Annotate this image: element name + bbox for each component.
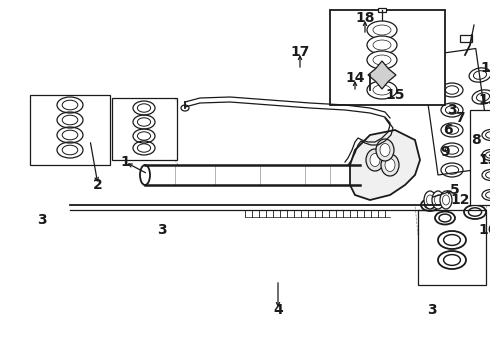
Bar — [460, 35, 472, 42]
Ellipse shape — [367, 51, 397, 69]
Text: 14: 14 — [345, 71, 365, 85]
Ellipse shape — [442, 195, 449, 205]
Ellipse shape — [385, 158, 395, 171]
Ellipse shape — [380, 144, 390, 157]
Text: 10: 10 — [480, 61, 490, 75]
Ellipse shape — [426, 195, 434, 205]
Ellipse shape — [435, 195, 441, 205]
Ellipse shape — [373, 55, 391, 65]
Bar — [330, 10, 445, 105]
Bar — [112, 98, 177, 160]
Ellipse shape — [424, 191, 436, 209]
Text: 1: 1 — [120, 155, 130, 169]
Text: 11: 11 — [478, 93, 490, 107]
Text: 9: 9 — [440, 145, 450, 159]
Ellipse shape — [367, 21, 397, 39]
Text: 3: 3 — [157, 223, 167, 237]
Polygon shape — [350, 130, 420, 200]
Bar — [30, 95, 110, 165]
Ellipse shape — [367, 87, 373, 93]
Ellipse shape — [366, 149, 384, 171]
Text: 3: 3 — [427, 303, 437, 317]
Text: 3: 3 — [447, 103, 457, 117]
Text: 16: 16 — [478, 223, 490, 237]
Ellipse shape — [373, 40, 391, 50]
Ellipse shape — [140, 165, 150, 185]
Text: 2: 2 — [93, 178, 103, 192]
Ellipse shape — [381, 154, 399, 176]
Text: 7: 7 — [455, 111, 465, 125]
Ellipse shape — [440, 191, 452, 209]
Text: 8: 8 — [471, 133, 481, 147]
Ellipse shape — [373, 25, 391, 35]
Ellipse shape — [354, 164, 366, 186]
Text: 6: 6 — [443, 123, 453, 137]
Text: 17: 17 — [290, 45, 310, 59]
Text: 5: 5 — [450, 183, 460, 197]
Ellipse shape — [376, 139, 394, 161]
Bar — [470, 110, 490, 205]
Text: 13: 13 — [478, 153, 490, 167]
Text: 12: 12 — [450, 193, 470, 207]
Ellipse shape — [367, 36, 397, 54]
Text: 15: 15 — [385, 88, 405, 102]
Ellipse shape — [181, 105, 189, 111]
Bar — [378, 8, 386, 12]
Polygon shape — [368, 61, 396, 89]
Text: 18: 18 — [355, 11, 375, 25]
Ellipse shape — [367, 81, 397, 99]
Ellipse shape — [373, 85, 391, 95]
Text: 4: 4 — [273, 303, 283, 317]
Ellipse shape — [370, 153, 380, 166]
Bar — [421, 49, 490, 175]
Text: 3: 3 — [37, 213, 47, 227]
Bar — [418, 210, 486, 285]
Ellipse shape — [432, 191, 444, 209]
